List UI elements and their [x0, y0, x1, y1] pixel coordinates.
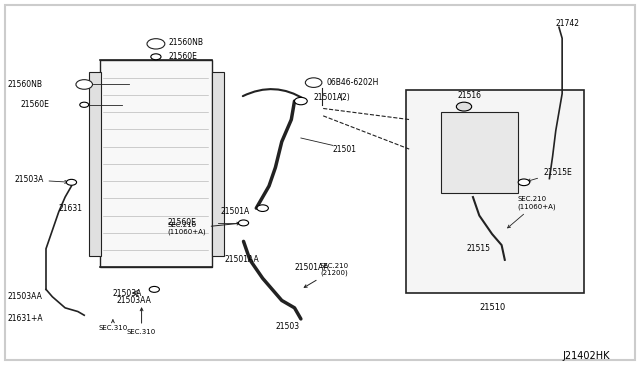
Circle shape — [76, 80, 93, 89]
Circle shape — [80, 102, 89, 108]
Text: 21501A: 21501A — [221, 207, 250, 217]
Text: 21503A: 21503A — [112, 289, 141, 298]
Bar — [100, 61, 212, 267]
Circle shape — [151, 54, 161, 60]
Text: 21501AA: 21501AA — [225, 255, 259, 264]
Circle shape — [305, 78, 322, 87]
Text: J21402HK: J21402HK — [562, 351, 610, 361]
Text: 21560E: 21560E — [20, 100, 49, 109]
Circle shape — [149, 286, 159, 292]
Text: 06B46-6202H: 06B46-6202H — [326, 78, 379, 87]
Circle shape — [67, 179, 77, 185]
Text: 21503AA: 21503AA — [116, 296, 151, 305]
Text: SEC.310: SEC.310 — [99, 320, 127, 331]
Text: 21515: 21515 — [467, 244, 491, 253]
Text: (2): (2) — [339, 93, 350, 102]
Text: 21503A: 21503A — [14, 175, 68, 184]
Text: 21631+A: 21631+A — [8, 314, 44, 323]
Text: 21503: 21503 — [275, 322, 300, 331]
Text: 21510: 21510 — [479, 303, 506, 312]
Text: 21501AA: 21501AA — [294, 263, 329, 272]
Text: 21501: 21501 — [333, 145, 356, 154]
Text: 21501A: 21501A — [314, 93, 343, 102]
Circle shape — [257, 205, 268, 211]
Bar — [212, 71, 225, 256]
Text: 21560NB: 21560NB — [8, 80, 43, 89]
Text: SEC.210
(21200): SEC.210 (21200) — [304, 263, 349, 288]
Text: 21516: 21516 — [458, 91, 482, 100]
Bar — [89, 71, 101, 256]
Text: 21515E: 21515E — [527, 168, 572, 182]
Text: 21742: 21742 — [556, 19, 580, 28]
Bar — [441, 112, 518, 193]
Text: SEC.210
(11060+A): SEC.210 (11060+A) — [508, 196, 556, 228]
Text: SEC.210
(11060+A): SEC.210 (11060+A) — [167, 222, 240, 235]
Circle shape — [147, 39, 165, 49]
Circle shape — [239, 220, 248, 226]
Circle shape — [518, 179, 530, 186]
Text: 21560NB: 21560NB — [169, 38, 204, 47]
Circle shape — [294, 97, 307, 105]
Text: 21503AA: 21503AA — [8, 292, 43, 301]
Text: 21560E: 21560E — [167, 218, 196, 227]
Text: SEC.310: SEC.310 — [127, 308, 156, 335]
Text: 21631: 21631 — [59, 203, 83, 213]
Text: 21560E: 21560E — [169, 52, 198, 61]
Circle shape — [456, 102, 472, 111]
Bar — [406, 90, 584, 293]
